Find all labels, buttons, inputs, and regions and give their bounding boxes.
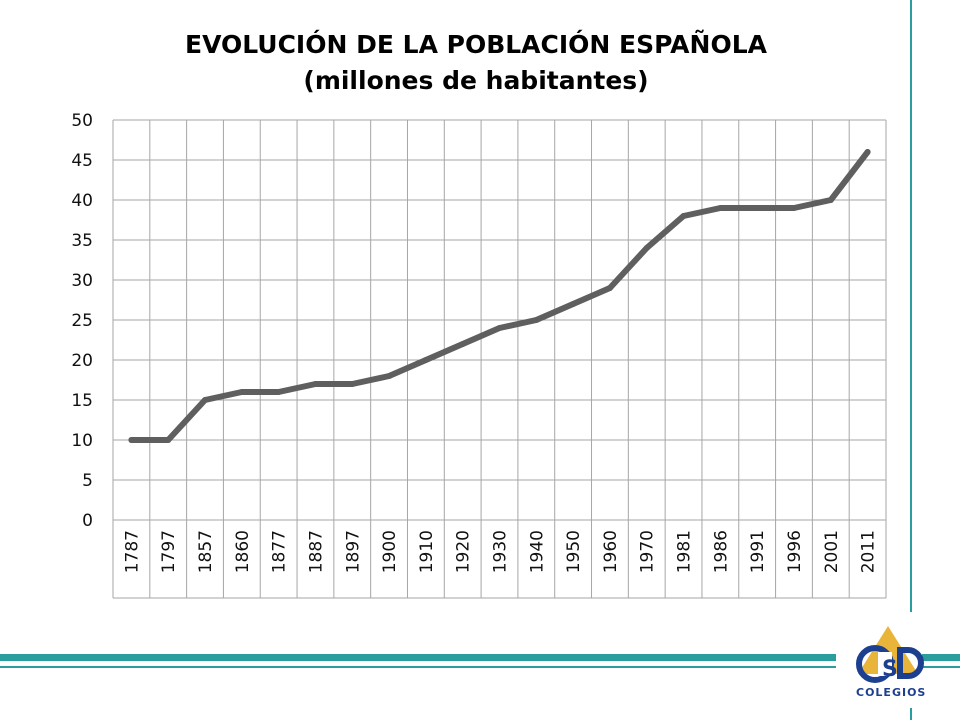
data-point: [680, 213, 687, 219]
x-tick-label: 1970: [638, 530, 658, 573]
y-tick-label: 0: [82, 511, 93, 531]
decorative-vertical-line-bottom: [910, 708, 912, 720]
data-point: [643, 245, 650, 251]
x-tick-label: 1910: [417, 530, 437, 573]
data-point: [533, 317, 540, 323]
data-point: [459, 341, 466, 347]
data-point: [386, 373, 393, 379]
data-point: [864, 149, 871, 155]
data-point: [570, 301, 577, 307]
x-tick-label: 1930: [491, 530, 511, 573]
x-tick-label: 1887: [306, 530, 326, 573]
data-point: [791, 205, 797, 211]
x-tick-label: 1940: [527, 530, 547, 573]
y-tick-label: 40: [71, 191, 93, 211]
chart-subtitle: (millones de habitantes): [303, 66, 649, 95]
x-tick-label: 1857: [196, 530, 216, 573]
x-tick-label: 2011: [859, 530, 879, 573]
data-point: [349, 381, 356, 387]
x-tick-label: 1787: [122, 530, 142, 573]
decorative-thin-line-right: [922, 666, 960, 668]
x-tick-label: 1897: [343, 530, 363, 573]
decorative-band-right: [922, 654, 960, 661]
decorative-thin-line: [0, 666, 836, 668]
chart-title: EVOLUCIÓN DE LA POBLACIÓN ESPAÑOLA: [185, 30, 767, 59]
y-tick-label: 15: [71, 391, 93, 411]
y-tick-label: 25: [71, 311, 93, 331]
y-tick-label: 5: [82, 471, 93, 491]
csd-logo-icon: S COLEGIOS: [838, 622, 942, 708]
x-tick-label: 1986: [711, 530, 731, 573]
data-point: [496, 325, 503, 331]
x-tick-label: 1797: [159, 530, 179, 573]
logo-text: COLEGIOS: [856, 686, 926, 699]
data-point: [165, 437, 172, 443]
data-point: [606, 285, 613, 291]
data-point: [312, 381, 319, 387]
data-point: [422, 357, 429, 363]
data-point: [754, 205, 761, 211]
decorative-band: [0, 654, 836, 661]
data-point: [128, 437, 135, 443]
x-tick-label: 1996: [785, 530, 805, 573]
x-tick-label: 1920: [454, 530, 474, 573]
x-tick-label: 1991: [748, 530, 768, 573]
data-point: [717, 205, 724, 211]
x-tick-label: 1950: [564, 530, 584, 573]
x-tick-label: 2001: [822, 530, 842, 573]
x-tick-label: 1860: [233, 530, 253, 573]
y-tick-label: 10: [71, 431, 93, 451]
x-tick-label: 1877: [270, 530, 290, 573]
data-point: [275, 389, 282, 395]
series-line: [128, 149, 871, 443]
x-tick-label: 1900: [380, 530, 400, 573]
decorative-vertical-line: [910, 0, 912, 612]
y-tick-label: 20: [71, 351, 93, 371]
svg-text:S: S: [882, 657, 898, 682]
y-tick-label: 50: [71, 111, 93, 131]
x-tick-label: 1981: [675, 530, 695, 573]
y-tick-label: 30: [71, 271, 93, 291]
data-point: [238, 389, 245, 395]
data-point: [827, 197, 834, 203]
y-tick-label: 35: [71, 231, 93, 251]
x-tick-label: 1960: [601, 530, 621, 573]
data-point: [202, 397, 208, 403]
y-tick-label: 45: [71, 151, 93, 171]
